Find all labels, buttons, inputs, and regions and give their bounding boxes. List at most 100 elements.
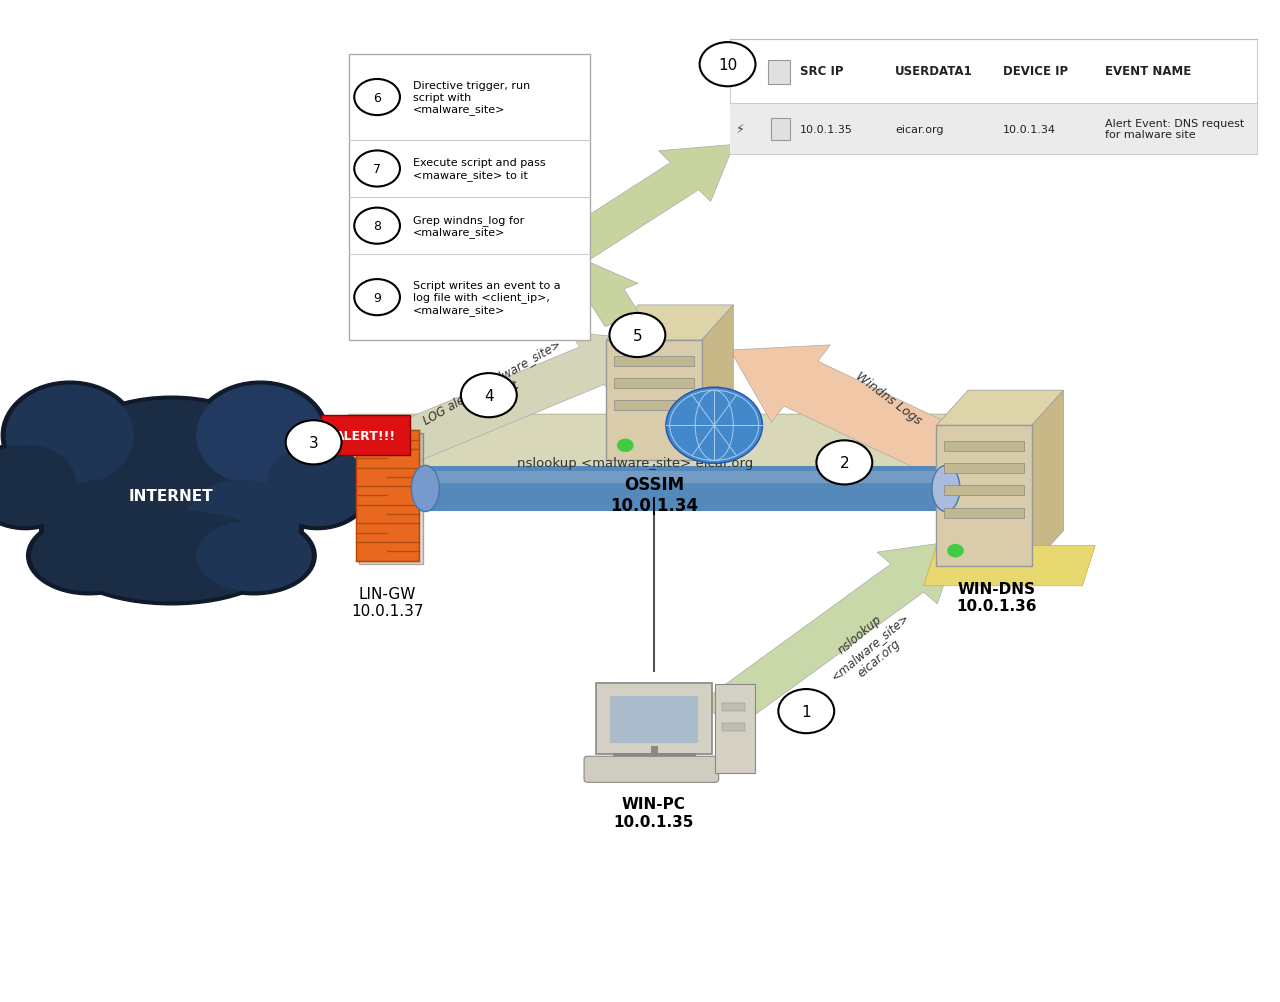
Polygon shape — [260, 415, 946, 511]
Polygon shape — [701, 306, 733, 461]
FancyBboxPatch shape — [349, 55, 590, 341]
Circle shape — [355, 280, 399, 316]
Polygon shape — [576, 261, 639, 328]
Text: Grep windns_log for
<malware_site>: Grep windns_log for <malware_site> — [412, 214, 524, 238]
FancyBboxPatch shape — [321, 416, 410, 456]
Text: ALERT!!!: ALERT!!! — [335, 430, 397, 442]
Text: USERDATA1: USERDATA1 — [895, 65, 973, 78]
FancyBboxPatch shape — [584, 757, 718, 783]
Polygon shape — [730, 346, 1001, 493]
Text: Execute script and pass
<maware_site> to it: Execute script and pass <maware_site> to… — [412, 158, 545, 180]
Circle shape — [355, 208, 399, 244]
Text: Script writes an event to a
log file with <client_ip>,
<malware_site>: Script writes an event to a log file wit… — [412, 281, 561, 316]
Ellipse shape — [1, 382, 138, 490]
FancyBboxPatch shape — [425, 467, 946, 511]
Circle shape — [618, 440, 632, 452]
Ellipse shape — [932, 466, 960, 512]
FancyBboxPatch shape — [614, 379, 694, 389]
Text: WIN-DNS
10.0.1.36: WIN-DNS 10.0.1.36 — [956, 581, 1037, 613]
Ellipse shape — [27, 517, 151, 595]
Text: Windns Logs: Windns Logs — [854, 369, 924, 427]
Ellipse shape — [0, 442, 81, 530]
Ellipse shape — [266, 446, 369, 526]
Text: 8: 8 — [372, 220, 381, 232]
Text: Alert Event: DNS request
for malware site: Alert Event: DNS request for malware sit… — [1105, 118, 1244, 140]
FancyBboxPatch shape — [945, 486, 1024, 496]
Text: SRC IP: SRC IP — [800, 65, 844, 78]
Circle shape — [609, 314, 666, 358]
Text: 10.0.1.35: 10.0.1.35 — [800, 124, 852, 134]
Polygon shape — [924, 546, 1096, 586]
Text: WIN-PC
10.0.1.35: WIN-PC 10.0.1.35 — [613, 797, 694, 829]
FancyBboxPatch shape — [722, 703, 745, 711]
Ellipse shape — [46, 397, 297, 555]
FancyBboxPatch shape — [768, 61, 790, 85]
Text: 9: 9 — [374, 292, 381, 305]
Circle shape — [666, 388, 763, 464]
Circle shape — [355, 80, 399, 116]
Circle shape — [778, 689, 835, 733]
Ellipse shape — [179, 477, 303, 575]
FancyBboxPatch shape — [945, 508, 1024, 518]
Text: LIN-GW
10.0.1.37: LIN-GW 10.0.1.37 — [351, 586, 424, 618]
Polygon shape — [1032, 391, 1064, 566]
Ellipse shape — [32, 521, 146, 591]
Ellipse shape — [64, 511, 279, 601]
FancyBboxPatch shape — [945, 442, 1024, 452]
Ellipse shape — [197, 521, 311, 591]
Ellipse shape — [197, 386, 324, 486]
FancyBboxPatch shape — [607, 341, 701, 461]
Ellipse shape — [192, 382, 329, 490]
FancyBboxPatch shape — [730, 103, 1257, 155]
Text: nslookup <malware_site> eicar.org: nslookup <malware_site> eicar.org — [517, 457, 753, 469]
FancyBboxPatch shape — [611, 696, 698, 743]
Ellipse shape — [0, 446, 77, 526]
Ellipse shape — [411, 466, 439, 512]
Text: OSSIM
10.0|1.34: OSSIM 10.0|1.34 — [609, 476, 698, 515]
Ellipse shape — [6, 386, 133, 486]
Text: 1: 1 — [801, 704, 812, 718]
FancyBboxPatch shape — [614, 401, 694, 411]
Circle shape — [700, 43, 755, 87]
Ellipse shape — [40, 477, 164, 575]
FancyBboxPatch shape — [425, 472, 946, 484]
Text: 2: 2 — [840, 456, 849, 470]
Polygon shape — [937, 391, 1064, 426]
Ellipse shape — [51, 401, 292, 551]
Circle shape — [817, 441, 872, 485]
FancyBboxPatch shape — [596, 683, 712, 755]
Text: 5: 5 — [632, 329, 643, 343]
Text: EVENT NAME: EVENT NAME — [1105, 65, 1190, 78]
Circle shape — [355, 151, 399, 187]
FancyBboxPatch shape — [730, 40, 1257, 155]
Polygon shape — [607, 306, 733, 341]
FancyBboxPatch shape — [360, 434, 422, 564]
FancyBboxPatch shape — [937, 426, 1032, 566]
Text: 6: 6 — [374, 91, 381, 104]
Ellipse shape — [261, 442, 374, 530]
Polygon shape — [701, 541, 959, 730]
Ellipse shape — [184, 481, 298, 571]
Text: 7: 7 — [372, 163, 381, 175]
FancyBboxPatch shape — [614, 357, 694, 367]
FancyBboxPatch shape — [945, 464, 1024, 474]
Polygon shape — [563, 145, 733, 260]
FancyBboxPatch shape — [771, 119, 790, 140]
Text: 3: 3 — [308, 436, 319, 450]
Text: nslookup
<malware_site>
eicar.org: nslookup <malware_site> eicar.org — [818, 598, 922, 694]
Text: LOG alert <malware_site>
request: LOG alert <malware_site> request — [420, 337, 570, 439]
Text: eicar.org: eicar.org — [895, 124, 943, 134]
Circle shape — [285, 421, 342, 465]
FancyBboxPatch shape — [722, 723, 745, 731]
FancyBboxPatch shape — [356, 431, 419, 561]
Circle shape — [461, 374, 517, 418]
Ellipse shape — [59, 507, 284, 605]
Text: ⚡: ⚡ — [736, 123, 745, 136]
Text: 10: 10 — [718, 58, 737, 72]
Text: INTERNET: INTERNET — [129, 489, 214, 503]
Text: 10.0.1.34: 10.0.1.34 — [1004, 124, 1056, 134]
Ellipse shape — [45, 481, 159, 571]
FancyBboxPatch shape — [714, 684, 755, 774]
Ellipse shape — [192, 517, 316, 595]
Polygon shape — [375, 333, 654, 470]
